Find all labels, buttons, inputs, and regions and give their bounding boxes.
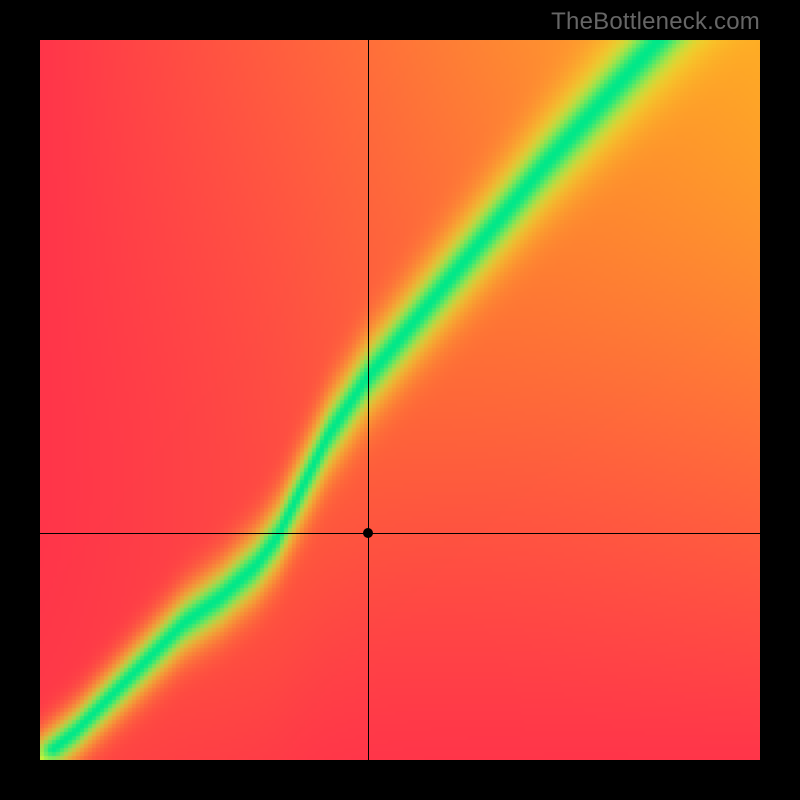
chart-frame: TheBottleneck.com xyxy=(0,0,800,800)
plot-area xyxy=(40,40,760,760)
watermark-text: TheBottleneck.com xyxy=(551,8,760,36)
heatmap-canvas xyxy=(40,40,760,760)
